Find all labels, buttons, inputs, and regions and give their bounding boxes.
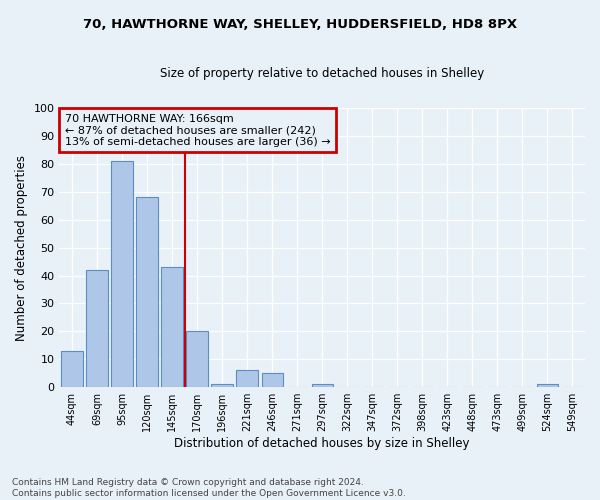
Bar (161, 267, 182, 387)
Text: 70, HAWTHORNE WAY, SHELLEY, HUDDERSFIELD, HD8 8PX: 70, HAWTHORNE WAY, SHELLEY, HUDDERSFIELD… (83, 18, 517, 30)
Y-axis label: Number of detached properties: Number of detached properties (15, 154, 28, 340)
Bar (211, 384, 233, 387)
Bar (136, 198, 158, 387)
Bar (86, 270, 107, 387)
Bar (187, 332, 208, 387)
Text: Contains HM Land Registry data © Crown copyright and database right 2024.
Contai: Contains HM Land Registry data © Crown c… (12, 478, 406, 498)
Bar (262, 374, 283, 387)
Bar (236, 370, 258, 387)
Bar (61, 351, 83, 387)
X-axis label: Distribution of detached houses by size in Shelley: Distribution of detached houses by size … (175, 437, 470, 450)
Text: 70 HAWTHORNE WAY: 166sqm
← 87% of detached houses are smaller (242)
13% of semi-: 70 HAWTHORNE WAY: 166sqm ← 87% of detach… (65, 114, 330, 147)
Bar (311, 384, 333, 387)
Title: Size of property relative to detached houses in Shelley: Size of property relative to detached ho… (160, 68, 484, 80)
Bar (537, 384, 558, 387)
Bar (112, 161, 133, 387)
